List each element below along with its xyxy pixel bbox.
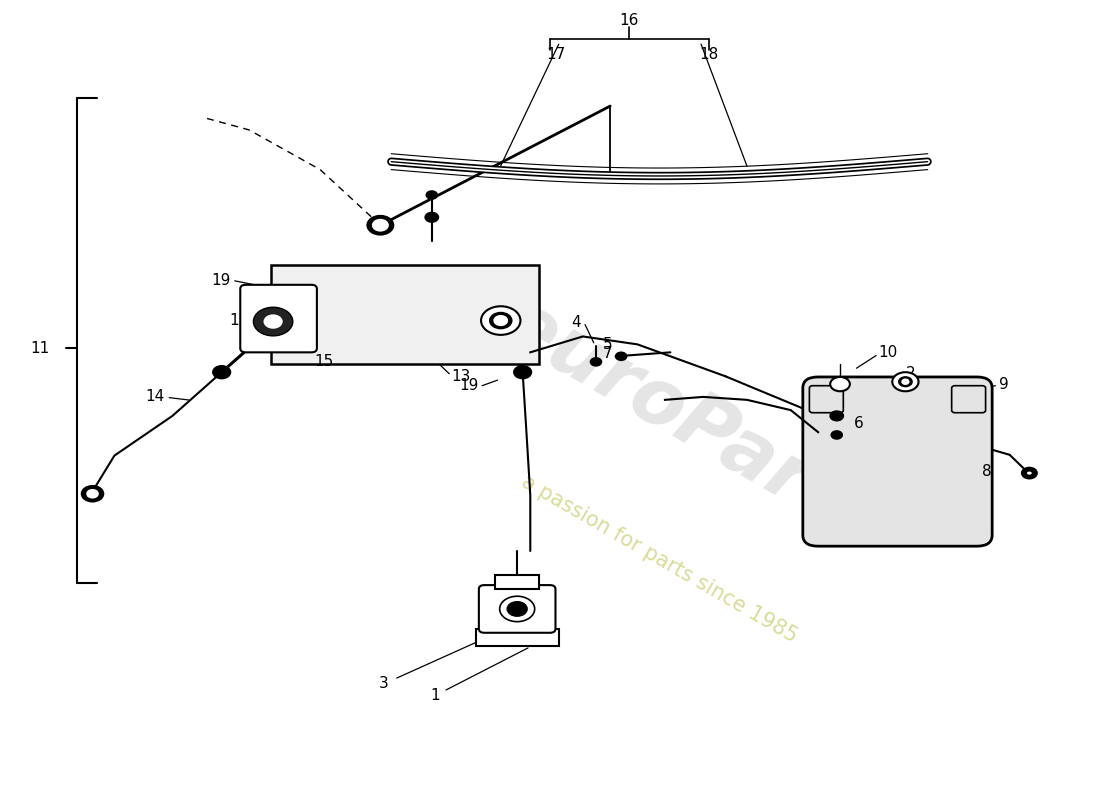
Circle shape — [213, 366, 230, 378]
Text: 12: 12 — [230, 313, 249, 328]
Text: 8: 8 — [982, 464, 992, 479]
Circle shape — [499, 596, 535, 622]
Text: 11: 11 — [31, 341, 50, 356]
FancyBboxPatch shape — [475, 629, 559, 646]
FancyBboxPatch shape — [952, 386, 986, 413]
Circle shape — [902, 379, 909, 384]
Circle shape — [832, 431, 843, 439]
Circle shape — [276, 306, 298, 322]
Text: euroParts: euroParts — [488, 284, 895, 563]
Text: 7: 7 — [603, 346, 613, 362]
Text: 9: 9 — [999, 377, 1009, 392]
FancyBboxPatch shape — [478, 585, 556, 633]
Text: 6: 6 — [855, 416, 864, 431]
Circle shape — [253, 307, 293, 336]
Circle shape — [494, 316, 507, 326]
Circle shape — [1026, 470, 1033, 475]
Circle shape — [280, 310, 294, 319]
Circle shape — [81, 486, 103, 502]
Text: 17: 17 — [546, 47, 565, 62]
Circle shape — [830, 377, 850, 391]
Text: 5: 5 — [603, 337, 613, 352]
Text: a passion for parts since 1985: a passion for parts since 1985 — [518, 471, 801, 646]
Text: 15: 15 — [315, 354, 333, 370]
Text: 10: 10 — [878, 345, 898, 360]
Circle shape — [514, 366, 531, 378]
Circle shape — [367, 216, 394, 234]
FancyBboxPatch shape — [810, 386, 844, 413]
Circle shape — [427, 191, 438, 199]
Circle shape — [490, 313, 512, 329]
Text: 16: 16 — [619, 13, 638, 28]
Text: 18: 18 — [700, 47, 718, 62]
Text: 2: 2 — [905, 366, 915, 382]
Circle shape — [264, 315, 282, 328]
FancyBboxPatch shape — [240, 285, 317, 352]
Text: 4: 4 — [571, 314, 581, 330]
FancyBboxPatch shape — [495, 574, 539, 589]
Circle shape — [507, 602, 527, 616]
Text: 13: 13 — [451, 369, 471, 384]
Text: 19: 19 — [211, 274, 230, 288]
Circle shape — [267, 300, 307, 329]
Circle shape — [373, 220, 388, 230]
Circle shape — [892, 372, 918, 391]
Text: 1: 1 — [430, 688, 440, 703]
Text: 19: 19 — [460, 378, 478, 393]
Circle shape — [1022, 467, 1037, 478]
Circle shape — [426, 213, 439, 222]
Circle shape — [481, 306, 520, 335]
Circle shape — [591, 358, 602, 366]
Text: 14: 14 — [145, 389, 165, 403]
Circle shape — [899, 377, 912, 386]
Circle shape — [616, 352, 627, 360]
FancyBboxPatch shape — [271, 265, 539, 364]
Circle shape — [87, 490, 98, 498]
FancyBboxPatch shape — [803, 377, 992, 546]
Circle shape — [830, 411, 844, 421]
Text: 3: 3 — [378, 676, 388, 691]
